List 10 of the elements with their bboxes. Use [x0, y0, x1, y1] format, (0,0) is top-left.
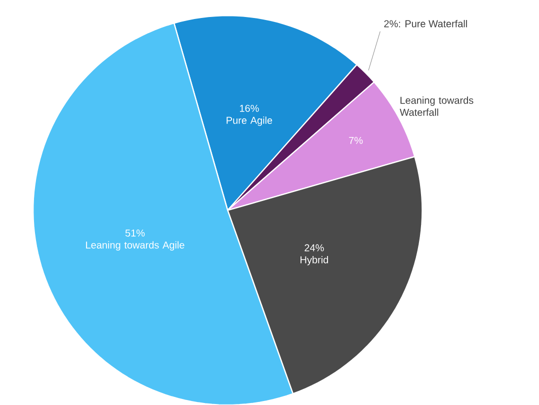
data-label: 2%: — [384, 20, 400, 28]
slice-label: Leaning towards Waterfall — [400, 96, 474, 116]
slice-label: Pure Waterfall — [405, 20, 467, 28]
data-label: 7% — [349, 136, 363, 144]
slice-label: Leaning towards Agile — [86, 241, 184, 251]
slice-label: Pure Agile — [226, 116, 272, 126]
slice-label: Hybrid — [300, 256, 328, 266]
data-label: 51% — [125, 230, 145, 237]
data-label: 24% — [304, 244, 324, 252]
data-label: 16% — [240, 104, 259, 112]
